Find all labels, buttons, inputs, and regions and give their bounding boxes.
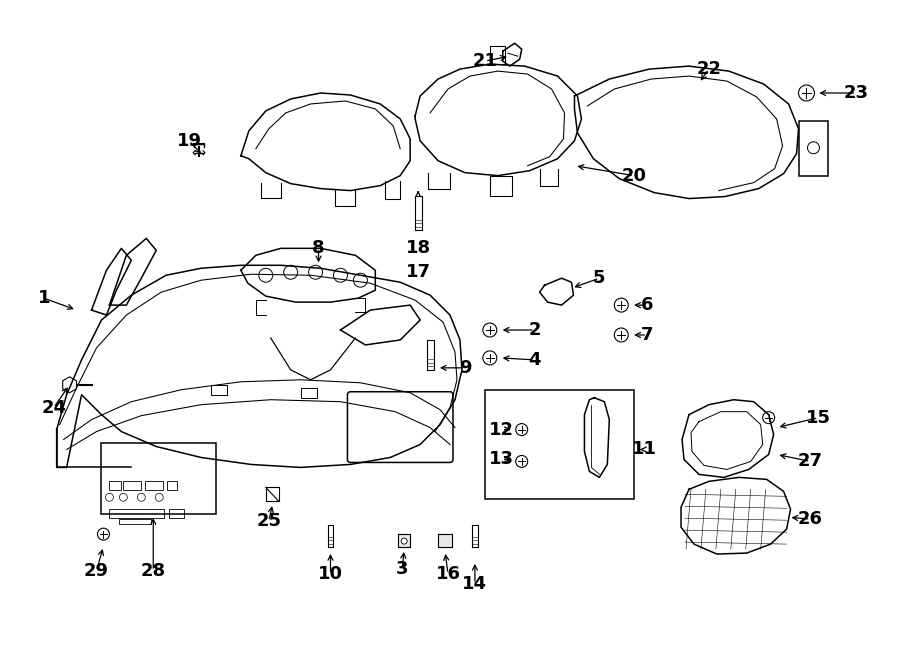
Bar — [798, 121, 828, 176]
Text: 28: 28 — [140, 562, 166, 580]
Polygon shape — [438, 534, 452, 547]
Text: 14: 14 — [463, 575, 488, 593]
Text: 25: 25 — [256, 512, 282, 530]
Bar — [415, 196, 421, 231]
Circle shape — [807, 142, 819, 154]
Text: 22: 22 — [697, 60, 722, 78]
Bar — [110, 481, 122, 490]
Bar — [102, 442, 216, 514]
Bar — [110, 509, 164, 518]
Bar — [169, 509, 184, 518]
Bar — [301, 388, 317, 398]
Text: 18: 18 — [406, 239, 431, 257]
Text: 20: 20 — [622, 167, 647, 184]
Text: 26: 26 — [798, 510, 823, 528]
Text: 27: 27 — [798, 452, 823, 471]
Text: 23: 23 — [844, 84, 868, 102]
Text: 8: 8 — [312, 239, 325, 257]
Text: 11: 11 — [632, 440, 657, 459]
Text: 29: 29 — [84, 562, 109, 580]
Bar — [211, 385, 227, 395]
Bar — [485, 390, 634, 499]
Text: 1: 1 — [38, 289, 50, 307]
Text: 9: 9 — [459, 359, 472, 377]
Text: 2: 2 — [528, 321, 541, 339]
Bar — [472, 525, 478, 547]
Text: 3: 3 — [396, 560, 409, 578]
Bar — [167, 481, 177, 490]
Bar — [328, 525, 334, 547]
Circle shape — [334, 268, 347, 282]
Text: 5: 5 — [593, 269, 606, 288]
Text: 24: 24 — [41, 399, 67, 416]
Circle shape — [354, 273, 367, 287]
Polygon shape — [398, 534, 410, 547]
Text: 13: 13 — [490, 450, 514, 469]
Text: 10: 10 — [318, 565, 343, 583]
Bar — [427, 340, 434, 370]
Text: 7: 7 — [641, 326, 653, 344]
Circle shape — [259, 268, 273, 282]
Text: 19: 19 — [176, 132, 202, 150]
Text: 12: 12 — [490, 420, 514, 439]
Text: 6: 6 — [641, 296, 653, 314]
Bar — [145, 481, 163, 490]
Text: 15: 15 — [806, 408, 831, 426]
FancyBboxPatch shape — [347, 392, 453, 463]
Text: 17: 17 — [406, 263, 430, 281]
Bar — [123, 481, 141, 490]
Text: 4: 4 — [528, 351, 541, 369]
Circle shape — [309, 265, 322, 279]
Text: 21: 21 — [472, 52, 498, 70]
Circle shape — [401, 538, 407, 544]
Bar — [120, 519, 151, 524]
Text: 16: 16 — [436, 565, 461, 583]
Circle shape — [284, 265, 298, 279]
